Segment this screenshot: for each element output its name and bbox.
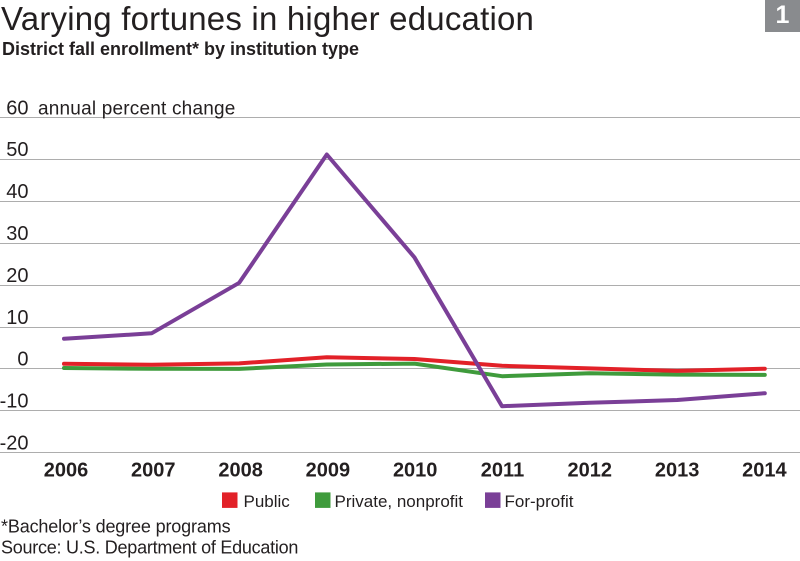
svg-text:Public: Public — [244, 492, 291, 511]
svg-text:20: 20 — [6, 265, 28, 287]
svg-text:2009: 2009 — [306, 460, 351, 482]
svg-text:0: 0 — [17, 349, 28, 371]
svg-text:2011: 2011 — [481, 460, 524, 482]
svg-text:For-profit: For-profit — [505, 492, 574, 511]
svg-text:-20: -20 — [0, 433, 29, 455]
svg-text:2008: 2008 — [218, 460, 263, 482]
svg-text:60: 60 — [6, 97, 28, 119]
svg-text:10: 10 — [6, 307, 28, 329]
svg-text:*Bachelor’s degree programs: *Bachelor’s degree programs — [1, 517, 231, 537]
svg-text:2010: 2010 — [393, 460, 438, 482]
svg-text:2014: 2014 — [742, 460, 787, 482]
svg-text:annual percent change: annual percent change — [38, 98, 236, 119]
svg-text:Private, nonprofit: Private, nonprofit — [335, 492, 464, 511]
svg-text:-10: -10 — [0, 391, 29, 413]
svg-text:2013: 2013 — [655, 460, 700, 482]
svg-text:40: 40 — [6, 181, 28, 203]
svg-text:Source: U.S. Department of Edu: Source: U.S. Department of Education — [1, 538, 298, 558]
svg-text:2006: 2006 — [44, 460, 89, 482]
svg-text:2007: 2007 — [131, 460, 176, 482]
svg-text:2012: 2012 — [568, 460, 613, 482]
svg-text:50: 50 — [6, 139, 28, 161]
svg-text:30: 30 — [6, 223, 28, 245]
